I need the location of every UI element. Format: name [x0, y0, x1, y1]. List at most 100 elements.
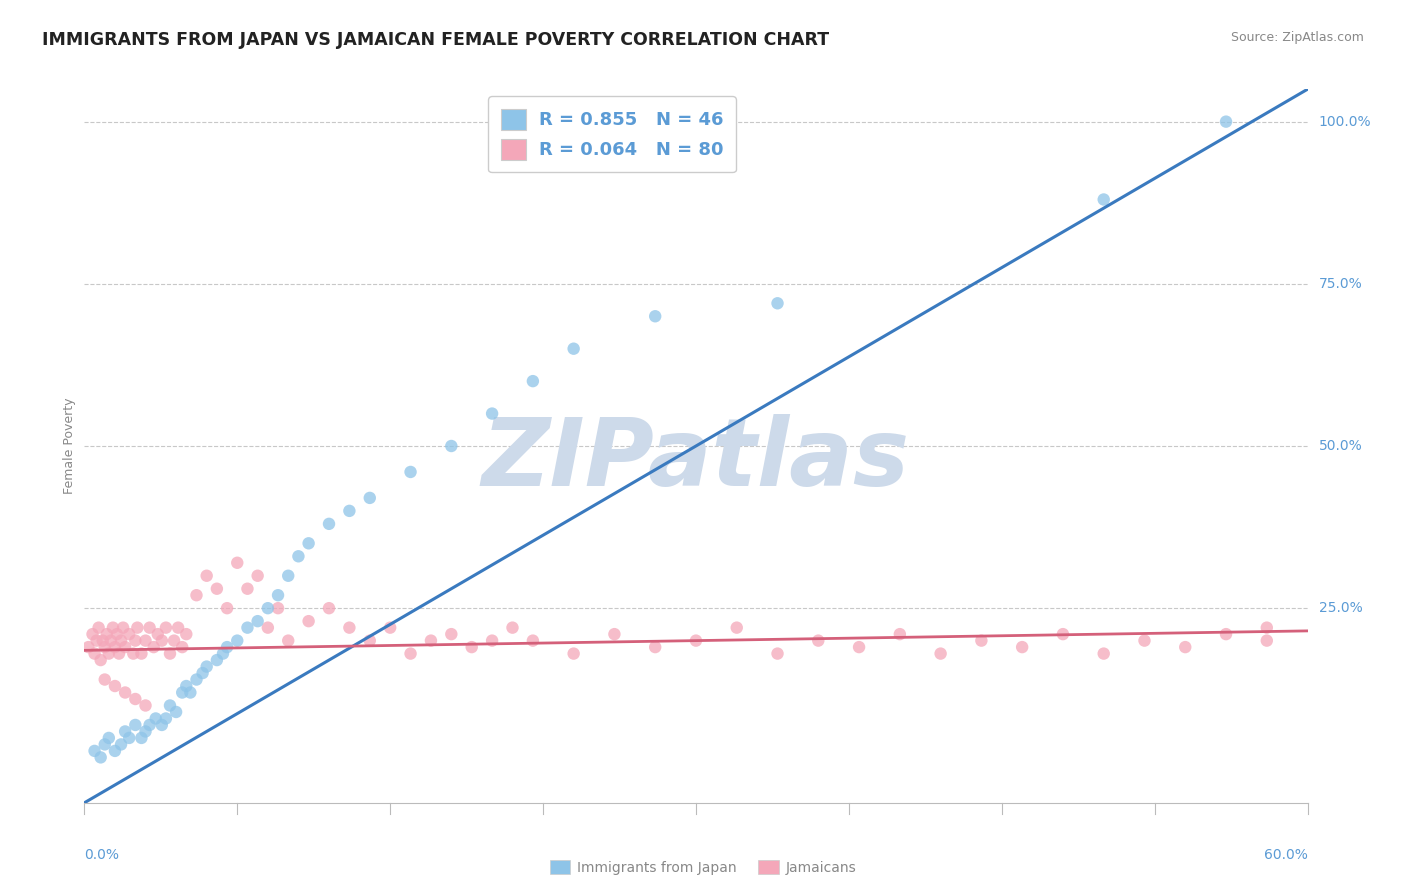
Point: [135, 724, 157, 739]
Point: [150, 633, 173, 648]
Point: [481, 633, 503, 648]
Point: [685, 633, 707, 648]
Point: [644, 640, 666, 654]
Point: [257, 621, 280, 635]
Point: [277, 633, 299, 648]
Point: [114, 724, 136, 739]
Point: [246, 614, 269, 628]
Point: [163, 633, 186, 648]
Point: [226, 633, 249, 648]
Point: [267, 601, 290, 615]
Point: [105, 627, 128, 641]
Point: [226, 556, 249, 570]
Text: 50.0%: 50.0%: [1319, 439, 1362, 453]
Point: [110, 633, 132, 648]
Point: [101, 621, 124, 635]
Point: [155, 711, 177, 725]
Point: [257, 601, 280, 615]
Text: Source: ZipAtlas.com: Source: ZipAtlas.com: [1230, 31, 1364, 45]
Point: [1011, 640, 1033, 654]
Point: [522, 374, 544, 388]
Point: [165, 705, 187, 719]
Point: [298, 614, 321, 628]
Text: 60.0%: 60.0%: [1264, 848, 1308, 863]
Point: [145, 711, 167, 725]
Point: [217, 640, 239, 654]
Point: [174, 627, 197, 641]
Point: [104, 679, 127, 693]
Point: [179, 685, 201, 699]
Text: IMMIGRANTS FROM JAPAN VS JAMAICAN FEMALE POVERTY CORRELATION CHART: IMMIGRANTS FROM JAPAN VS JAMAICAN FEMALE…: [42, 31, 830, 49]
Point: [100, 633, 122, 648]
Point: [93, 673, 115, 687]
Point: [90, 750, 112, 764]
Point: [83, 744, 105, 758]
Point: [114, 640, 136, 654]
Point: [562, 647, 585, 661]
Point: [807, 633, 830, 648]
Point: [848, 640, 870, 654]
Point: [104, 640, 127, 654]
Point: [138, 718, 160, 732]
Point: [318, 516, 340, 531]
Point: [339, 621, 360, 635]
Point: [440, 627, 463, 641]
Point: [124, 692, 146, 706]
Text: 75.0%: 75.0%: [1319, 277, 1362, 291]
Point: [236, 621, 259, 635]
Point: [118, 731, 141, 745]
Point: [399, 647, 422, 661]
Point: [644, 310, 666, 324]
Point: [131, 731, 153, 745]
Point: [122, 647, 145, 661]
Point: [420, 633, 443, 648]
Point: [970, 633, 993, 648]
Point: [87, 621, 110, 635]
Legend: Immigrants from Japan, Jamaicans: Immigrants from Japan, Jamaicans: [544, 855, 862, 880]
Point: [766, 647, 789, 661]
Point: [298, 536, 321, 550]
Y-axis label: Female Poverty: Female Poverty: [63, 398, 76, 494]
Point: [359, 491, 381, 505]
Point: [131, 647, 153, 661]
Point: [174, 679, 197, 693]
Point: [766, 296, 789, 310]
Point: [195, 659, 218, 673]
Point: [1215, 114, 1237, 128]
Text: 0.0%: 0.0%: [84, 848, 120, 863]
Point: [186, 588, 208, 602]
Point: [91, 633, 114, 648]
Point: [86, 633, 108, 648]
Point: [83, 647, 105, 661]
Point: [90, 653, 112, 667]
Legend: R = 0.855   N = 46, R = 0.064   N = 80: R = 0.855 N = 46, R = 0.064 N = 80: [488, 96, 735, 172]
Point: [96, 627, 118, 641]
Point: [93, 738, 115, 752]
Point: [212, 647, 235, 661]
Point: [380, 621, 402, 635]
Point: [1052, 627, 1074, 641]
Point: [603, 627, 626, 641]
Point: [205, 582, 228, 596]
Point: [82, 627, 104, 641]
Point: [205, 653, 228, 667]
Point: [1133, 633, 1156, 648]
Point: [110, 738, 132, 752]
Point: [1174, 640, 1197, 654]
Point: [522, 633, 544, 648]
Point: [150, 718, 173, 732]
Point: [359, 633, 381, 648]
Point: [195, 568, 218, 582]
Point: [1215, 627, 1237, 641]
Point: [1092, 193, 1115, 207]
Point: [135, 698, 157, 713]
Point: [124, 633, 146, 648]
Point: [124, 718, 146, 732]
Point: [339, 504, 360, 518]
Point: [277, 568, 299, 582]
Point: [217, 601, 239, 615]
Point: [108, 647, 131, 661]
Point: [159, 647, 181, 661]
Text: 100.0%: 100.0%: [1319, 115, 1371, 128]
Point: [167, 621, 190, 635]
